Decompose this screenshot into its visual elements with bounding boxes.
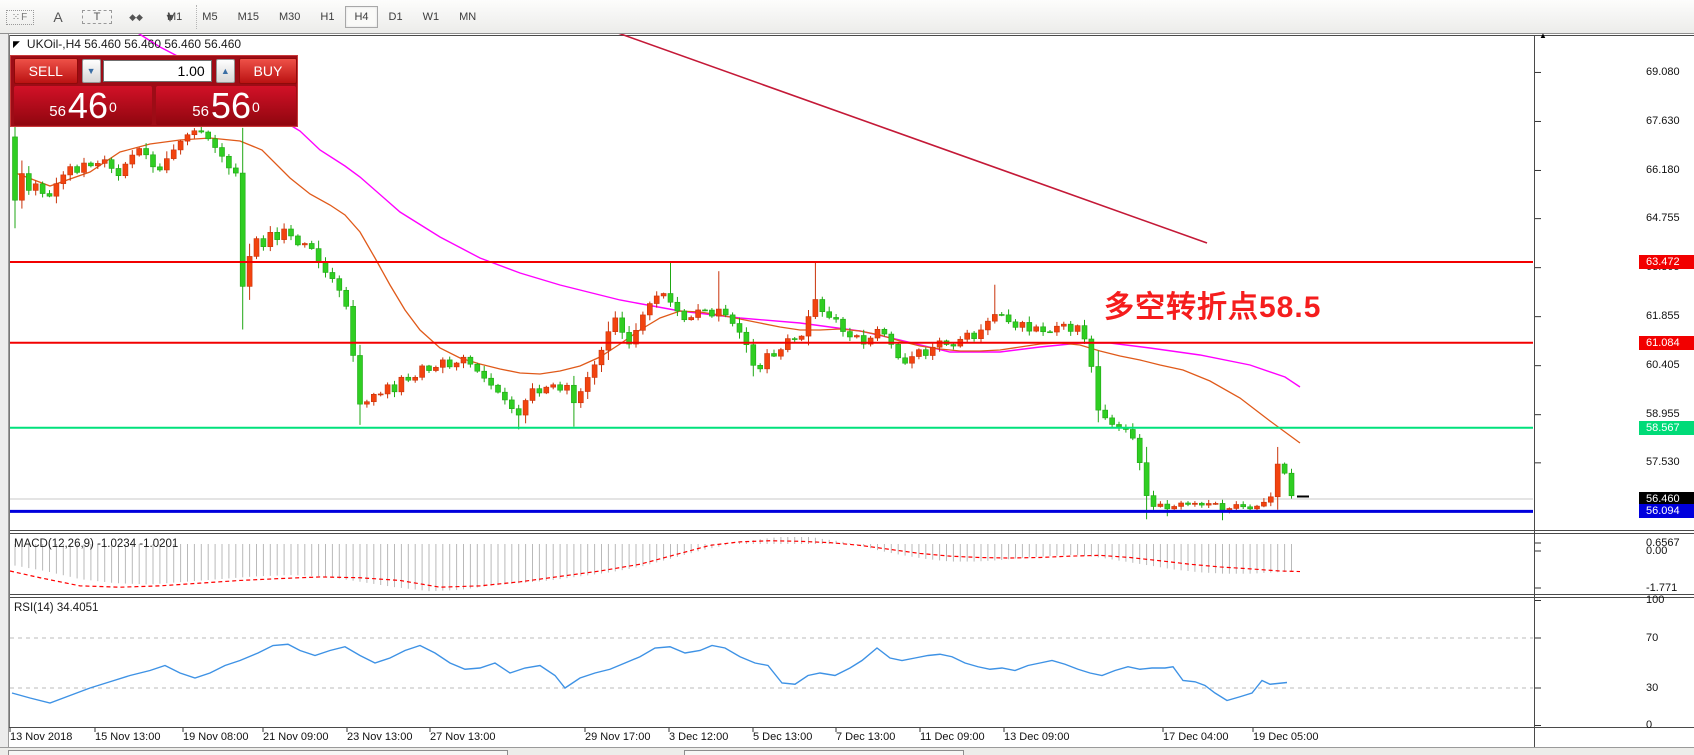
rsi-tick-label: 100	[1646, 594, 1665, 606]
price-tick-label: 57.530	[1646, 456, 1680, 469]
pane-borders	[0, 35, 1694, 747]
timeframe-h1-button[interactable]: H1	[320, 11, 335, 23]
horizontal-levels	[10, 261, 1533, 513]
sell-price-sup: 0	[108, 99, 117, 115]
grid-crosshair-icon[interactable]: ⁙F	[6, 9, 34, 25]
shapes-icon[interactable]: ◆◆	[129, 11, 143, 22]
time-axis-label: 19 Nov 08:00	[183, 731, 249, 743]
time-axis-label: 17 Dec 04:00	[1163, 731, 1229, 743]
timeframe-mn-button[interactable]: MN	[459, 11, 477, 23]
price-tick-label: 61.855	[1646, 310, 1680, 323]
scale-arrow-icon: ▲	[1539, 31, 1547, 40]
price-level-badge: 56.460	[1639, 492, 1694, 506]
time-axis-label: 23 Nov 13:00	[347, 731, 413, 743]
price-tick-label: 64.755	[1646, 212, 1680, 225]
time-axis-label: 27 Nov 13:00	[430, 731, 496, 743]
buy-price-small: 56	[192, 103, 209, 120]
time-axis-label: 13 Dec 09:00	[1004, 731, 1070, 743]
price-level-badge: 63.472	[1639, 255, 1694, 269]
time-axis-label: 29 Nov 17:00	[585, 731, 651, 743]
timeframe-h4-button[interactable]: H4	[345, 6, 378, 28]
time-axis-label: 19 Dec 05:00	[1253, 731, 1319, 743]
price-tick-label: 60.405	[1646, 359, 1680, 372]
timeframe-m15-button[interactable]: M15	[237, 11, 259, 23]
time-axis-label: 7 Dec 13:00	[836, 731, 896, 743]
text-label-icon[interactable]: A	[53, 9, 63, 25]
price-scale[interactable]	[1535, 35, 1694, 747]
rsi-pane	[10, 637, 1533, 704]
time-axis-label: 3 Dec 12:00	[669, 731, 729, 743]
volume-increase-button[interactable]: ▲	[215, 58, 235, 83]
rsi-tick-label: 70	[1646, 631, 1659, 644]
volume-input[interactable]	[102, 59, 212, 82]
macd-pane	[9, 537, 1301, 592]
price-level-badge: 61.084	[1639, 335, 1694, 350]
buy-price-sup: 0	[251, 99, 260, 115]
dropdown-caret-icon[interactable]: ▾	[166, 8, 174, 25]
macd-indicator-label: MACD(12,26,9) -1.0234 -1.0201	[14, 538, 179, 550]
downtrend-line	[617, 32, 1208, 244]
timeframe-m5-button[interactable]: M5	[202, 11, 218, 23]
time-axis-label: 11 Dec 09:00	[920, 731, 985, 743]
ma-slow-line	[132, 29, 1301, 388]
timeframe-bar: M1 M5 M15 M30 H1 H4 D1 W1 MN	[158, 3, 485, 31]
timeframe-d1-button[interactable]: D1	[388, 11, 403, 23]
price-tick-label: 69.080	[1646, 65, 1680, 78]
sell-price-display[interactable]: 56 46 0	[14, 86, 152, 125]
toolbar: ⁙F A T ◆◆ ▾ M1 M5 M15 M30 H1 H4 D1 W1 MN	[0, 0, 1694, 34]
time-axis-label: 15 Nov 13:00	[95, 731, 161, 743]
window-left-gutter	[0, 34, 9, 747]
time-axis-label: 21 Nov 09:00	[263, 731, 329, 743]
timeframe-m1-button[interactable]: M1	[167, 11, 183, 23]
bottom-tab-strip	[0, 747, 1694, 755]
sell-button[interactable]: SELL	[14, 57, 78, 84]
axis-ticks	[9, 71, 1541, 732]
macd-signal-line	[9, 540, 1301, 588]
timeframe-w1-button[interactable]: W1	[422, 11, 440, 23]
macd-tick-label: 0.00	[1646, 544, 1668, 557]
sell-price-small: 56	[49, 103, 66, 120]
chart-window-tab[interactable]	[8, 750, 508, 755]
price-tick-label: 58.955	[1646, 408, 1680, 421]
sell-price-big: 46	[67, 85, 108, 126]
toolbar-separator	[196, 5, 198, 29]
buy-price-display[interactable]: 56 56 0	[156, 86, 296, 125]
macd-tick-label: 0.6567	[1646, 536, 1680, 549]
symbol-header: ◤ UKOil-,H4 56.460 56.460 56.460 56.460	[13, 37, 241, 51]
candles	[12, 121, 1295, 521]
rsi-tick-label: 0	[1646, 719, 1653, 731]
price-tick-label: 67.630	[1646, 114, 1680, 127]
text-box-icon[interactable]: T	[82, 10, 112, 24]
rsi-indicator-label: RSI(14) 34.4051	[14, 602, 99, 614]
chart-window-tab[interactable]	[684, 750, 964, 755]
symbol-quote-text: UKOil-,H4 56.460 56.460 56.460 56.460	[26, 37, 242, 51]
price-level-badge: 58.567	[1639, 420, 1694, 435]
price-level-badge: 56.094	[1639, 504, 1694, 519]
time-axis-label: 13 Nov 2018	[10, 731, 73, 743]
rsi-tick-label: 30	[1646, 681, 1659, 694]
volume-decrease-button[interactable]: ▼	[81, 58, 101, 83]
price-tick-label: 66.180	[1646, 163, 1680, 176]
buy-button[interactable]: BUY	[238, 57, 297, 84]
rsi-line	[11, 643, 1288, 704]
time-axis-label: 5 Dec 13:00	[753, 731, 813, 743]
macd-tick-label: -1.771	[1646, 581, 1678, 594]
chart-annotation-text[interactable]: 多空转折点58.5	[1104, 291, 1322, 324]
buy-price-big: 56	[210, 85, 251, 126]
expand-arrow-icon[interactable]: ◤	[13, 38, 20, 49]
timeframe-m30-button[interactable]: M30	[278, 11, 301, 23]
